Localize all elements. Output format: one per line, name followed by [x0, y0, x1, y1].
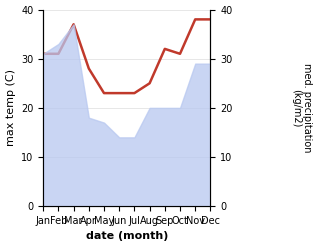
Y-axis label: med. precipitation
(kg/m2): med. precipitation (kg/m2) [291, 63, 313, 153]
X-axis label: date (month): date (month) [86, 231, 168, 242]
Y-axis label: max temp (C): max temp (C) [5, 69, 16, 146]
